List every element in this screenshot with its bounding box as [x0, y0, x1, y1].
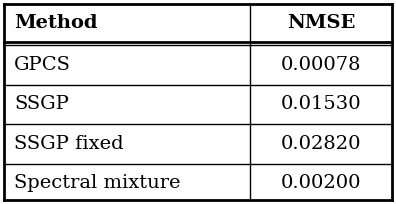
Text: 0.01530: 0.01530: [281, 95, 362, 113]
Text: 0.00200: 0.00200: [281, 174, 362, 192]
Text: Method: Method: [14, 14, 97, 32]
Text: SSGP fixed: SSGP fixed: [14, 135, 124, 153]
Text: SSGP: SSGP: [14, 95, 69, 113]
Text: GPCS: GPCS: [14, 56, 71, 74]
Text: Spectral mixture: Spectral mixture: [14, 174, 181, 192]
Text: 0.02820: 0.02820: [281, 135, 362, 153]
Text: 0.00078: 0.00078: [281, 56, 362, 74]
Text: NMSE: NMSE: [287, 14, 355, 32]
